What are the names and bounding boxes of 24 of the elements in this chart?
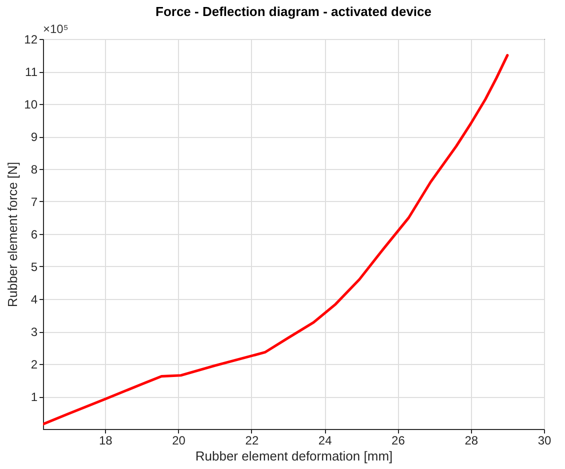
y-tick-label: 1 <box>30 390 38 404</box>
text: ×10⁵ <box>43 22 68 36</box>
y-axis-title: Rubber element force [N] <box>5 162 20 308</box>
y-tick-label: 6 <box>30 228 38 242</box>
line-series <box>43 54 509 426</box>
x-tick-label: 20 <box>172 434 186 448</box>
y-tick-label: 2 <box>30 358 38 372</box>
x-tick-label: 18 <box>98 434 113 448</box>
y-tick-label: 4 <box>30 292 38 306</box>
x-tick-label: 30 <box>538 434 552 448</box>
y-tick-label: 10 <box>24 98 38 112</box>
y-tick-label: 7 <box>30 195 38 209</box>
y-tick-label: 5 <box>30 260 38 274</box>
y-tick-label: 8 <box>30 162 38 176</box>
y-tick-label: 3 <box>30 325 38 339</box>
chart-title: Force - Deflection diagram - activated device <box>156 4 432 19</box>
x-tick-label: 26 <box>392 434 406 448</box>
x-tick-label: 24 <box>318 434 332 448</box>
y-tick-label: 11 <box>25 65 38 79</box>
x-tick-label: 28 <box>464 434 478 448</box>
x-tick-label: 22 <box>245 434 259 448</box>
y-tick-label: 9 <box>30 130 38 144</box>
x-axis-title: Rubber element deformation [mm] <box>195 448 393 464</box>
y-tick-label: 12 <box>24 32 38 46</box>
